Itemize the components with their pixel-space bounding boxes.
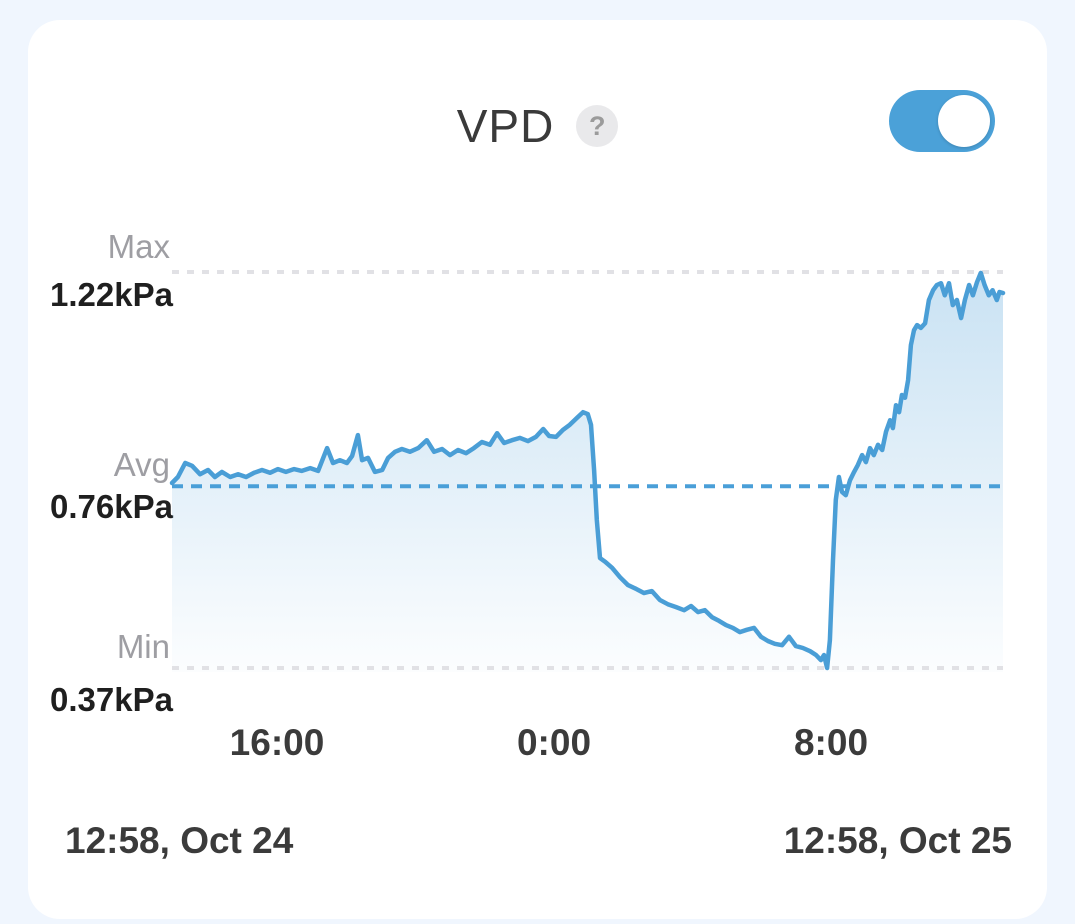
y-axis-max-label: Max: [107, 228, 170, 265]
y-axis-avg-value: 0.76kPa: [50, 488, 173, 525]
x-tick-16-00: 16:00: [229, 722, 325, 763]
toggle-knob-icon: [938, 95, 990, 147]
vpd-toggle-switch[interactable]: [889, 90, 995, 152]
card-header: VPD ?: [28, 20, 1047, 190]
y-axis-min-value: 0.37kPa: [50, 681, 173, 718]
page-title: VPD: [456, 100, 555, 152]
help-icon[interactable]: ?: [576, 105, 619, 147]
date-range-footer: 12:58, Oct 24 12:58, Oct 25: [65, 820, 1012, 862]
y-axis-max-value: 1.22kPa: [50, 276, 173, 313]
y-axis-min-label: Min: [116, 628, 170, 665]
range-end-timestamp: 12:58, Oct 25: [783, 820, 1012, 861]
x-tick-0-00: 0:00: [516, 722, 592, 763]
range-start-timestamp: 12:58, Oct 24: [65, 820, 294, 861]
vpd-card: VPD ? Max 1.22kPa Avg 0.76kPa Min 0.37kP…: [28, 20, 1047, 919]
chart-canvas: [169, 270, 1006, 672]
y-axis-avg-label: Avg: [113, 446, 170, 483]
vpd-area-chart: [169, 264, 1006, 676]
x-tick-8-00: 8:00: [793, 722, 869, 763]
